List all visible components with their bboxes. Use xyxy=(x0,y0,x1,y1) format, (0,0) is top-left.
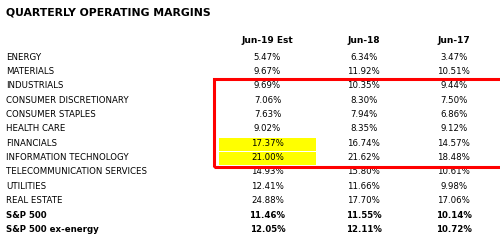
Text: 7.63%: 7.63% xyxy=(254,110,281,119)
Text: 11.55%: 11.55% xyxy=(346,210,382,220)
Text: 17.70%: 17.70% xyxy=(348,196,380,205)
Bar xyxy=(219,138,316,150)
Text: 6.34%: 6.34% xyxy=(350,52,378,62)
Text: TELECOMMUNICATION SERVICES: TELECOMMUNICATION SERVICES xyxy=(6,168,147,176)
Text: 8.35%: 8.35% xyxy=(350,124,378,134)
Text: 9.98%: 9.98% xyxy=(440,182,468,191)
Text: 17.37%: 17.37% xyxy=(251,139,284,148)
Text: Jun-18: Jun-18 xyxy=(348,36,380,45)
Text: CONSUMER DISCRETIONARY: CONSUMER DISCRETIONARY xyxy=(6,96,128,104)
Text: 14.93%: 14.93% xyxy=(251,168,284,176)
Text: 10.51%: 10.51% xyxy=(438,67,470,76)
Text: MATERIALS: MATERIALS xyxy=(6,67,54,76)
Text: 9.67%: 9.67% xyxy=(254,67,281,76)
Text: 9.69%: 9.69% xyxy=(254,81,281,90)
Text: 9.02%: 9.02% xyxy=(254,124,281,134)
Text: UTILITIES: UTILITIES xyxy=(6,182,46,191)
Text: 15.80%: 15.80% xyxy=(348,168,380,176)
Text: 10.72%: 10.72% xyxy=(436,225,472,234)
Text: 3.47%: 3.47% xyxy=(440,52,468,62)
Text: Jun-17: Jun-17 xyxy=(438,36,470,45)
Text: 16.74%: 16.74% xyxy=(348,139,380,148)
Text: QUARTERLY OPERATING MARGINS: QUARTERLY OPERATING MARGINS xyxy=(6,8,210,18)
Text: Jun-19 Est: Jun-19 Est xyxy=(242,36,294,45)
Text: 11.92%: 11.92% xyxy=(348,67,380,76)
Text: 21.00%: 21.00% xyxy=(251,153,284,162)
Text: 12.11%: 12.11% xyxy=(346,225,382,234)
Bar xyxy=(214,79,500,167)
Text: 9.12%: 9.12% xyxy=(440,124,468,134)
Text: 7.94%: 7.94% xyxy=(350,110,378,119)
Text: 14.57%: 14.57% xyxy=(438,139,470,148)
Text: S&P 500: S&P 500 xyxy=(6,210,46,220)
Text: 21.62%: 21.62% xyxy=(348,153,380,162)
Text: 8.30%: 8.30% xyxy=(350,96,378,104)
Text: ENERGY: ENERGY xyxy=(6,52,41,62)
Text: CONSUMER STAPLES: CONSUMER STAPLES xyxy=(6,110,96,119)
Text: INDUSTRIALS: INDUSTRIALS xyxy=(6,81,64,90)
Text: 10.14%: 10.14% xyxy=(436,210,472,220)
Text: 6.86%: 6.86% xyxy=(440,110,468,119)
Text: 11.46%: 11.46% xyxy=(250,210,286,220)
Text: 10.61%: 10.61% xyxy=(438,168,470,176)
Text: 18.48%: 18.48% xyxy=(438,153,470,162)
Text: INFORMATION TECHNOLOGY: INFORMATION TECHNOLOGY xyxy=(6,153,128,162)
Text: REAL ESTATE: REAL ESTATE xyxy=(6,196,62,205)
Text: 7.50%: 7.50% xyxy=(440,96,468,104)
Text: HEALTH CARE: HEALTH CARE xyxy=(6,124,66,134)
Text: 5.47%: 5.47% xyxy=(254,52,281,62)
Text: FINANCIALS: FINANCIALS xyxy=(6,139,57,148)
Text: 9.44%: 9.44% xyxy=(440,81,468,90)
Text: 7.06%: 7.06% xyxy=(254,96,281,104)
Text: 11.66%: 11.66% xyxy=(348,182,380,191)
Text: 17.06%: 17.06% xyxy=(438,196,470,205)
Text: 10.35%: 10.35% xyxy=(348,81,380,90)
Text: 12.41%: 12.41% xyxy=(251,182,284,191)
Text: 12.05%: 12.05% xyxy=(250,225,286,234)
Text: S&P 500 ex-energy: S&P 500 ex-energy xyxy=(6,225,99,234)
Bar xyxy=(219,152,316,165)
Text: 24.88%: 24.88% xyxy=(251,196,284,205)
